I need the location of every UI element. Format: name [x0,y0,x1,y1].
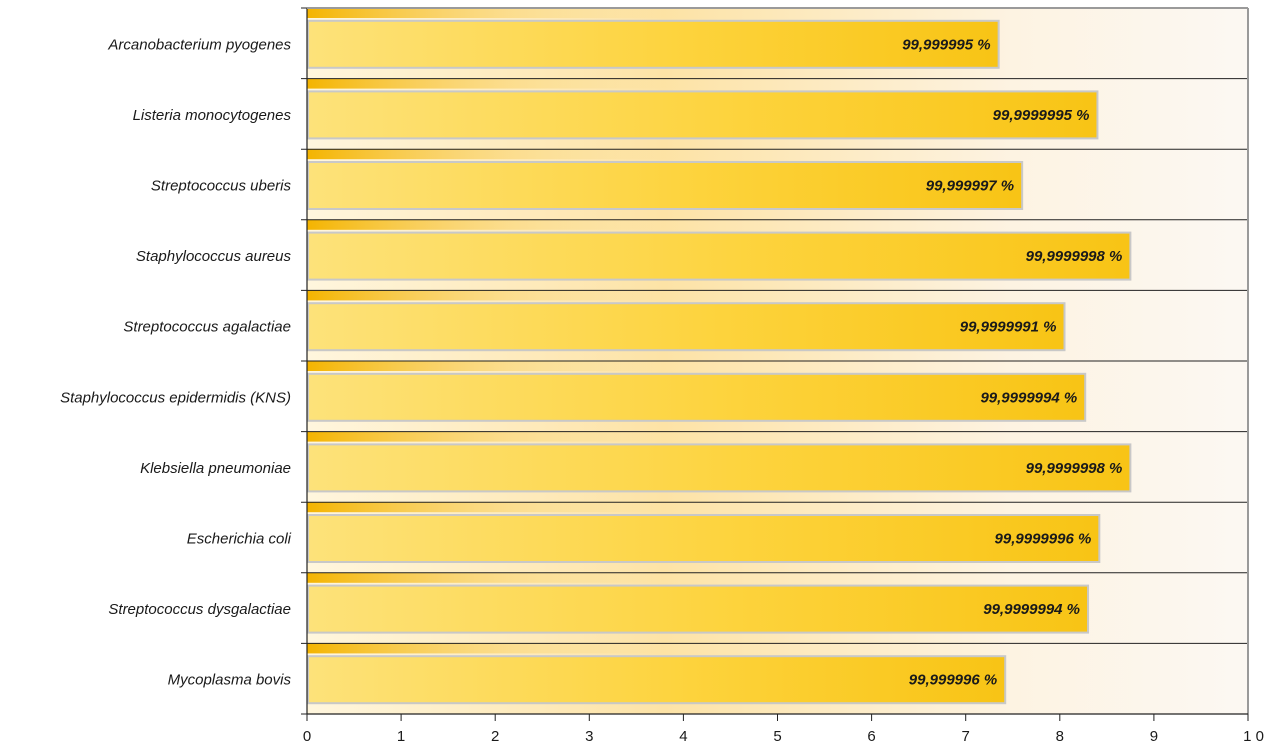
bar-value-label: 99,9999991 % [960,319,1057,336]
bar [307,19,1000,69]
category-strip [307,643,747,654]
bar-value-label: 99,999996 % [909,672,997,689]
category-strip [307,290,747,301]
x-axis-ticks: 0 1 2 3 4 5 6 7 8 9 1 0 [303,714,1264,745]
x-tick-label: 5 [773,728,781,745]
category-strip [307,361,747,371]
x-tick-label: 9 [1150,728,1158,745]
category-separators [301,78,1248,644]
category-strip [307,572,747,583]
x-tick-label: 3 [585,728,593,745]
value-labels: 99,999995 % 99,9999995 % 99,999997 % 99,999… [902,36,1122,688]
x-tick-label: 8 [1056,728,1064,745]
category-label: Listeria monocytogenes [133,107,292,124]
category-strip [307,431,747,442]
x-tick-label: 6 [867,728,875,745]
bars [307,19,1132,705]
category-label: Arcanobacterium pyogenes [107,36,291,53]
x-tick-label: 2 [491,728,499,745]
bar-value-label: 99,9999994 % [983,601,1080,618]
bar [307,302,1066,352]
category-strip [307,219,747,230]
category-strip [307,78,747,89]
x-tick-label: 0 [303,728,311,745]
bar-value-label: 99,999995 % [902,36,990,53]
bar [307,655,1007,705]
x-tick-label: 7 [962,728,970,745]
category-label: Klebsiella pneumoniae [140,460,291,477]
bar [307,514,1101,563]
category-labels: Arcanobacterium pyogenes Listeria monocyt… [60,36,292,688]
bar [307,231,1132,281]
category-label: Staphylococcus aureus [136,248,292,265]
category-strips [307,8,747,654]
x-tick-label: 4 [679,728,687,745]
bar [307,584,1090,634]
bar-value-label: 99,9999994 % [980,389,1077,406]
bar-value-label: 99,9999996 % [995,531,1092,548]
bar-value-label: 99,9999998 % [1026,248,1123,265]
category-strip [307,149,747,160]
category-label: Streptococcus agalactiae [123,319,291,336]
bar [307,90,1099,140]
category-strip [307,502,747,513]
bar-value-label: 99,9999995 % [993,107,1090,124]
x-tick-label: 1 0 [1243,728,1264,745]
bar [307,443,1132,493]
category-label: Mycoplasma bovis [168,672,292,689]
category-label: Escherichia coli [187,531,292,548]
bar-value-label: 99,999997 % [926,178,1014,195]
category-label: Streptococcus uberis [151,178,292,195]
bar-value-label: 99,9999998 % [1026,460,1123,477]
category-strip [307,8,747,18]
x-tick-label: 1 [397,728,405,745]
category-label: Streptococcus dysgalactiae [108,601,291,618]
category-label: Staphylococcus epidermidis (KNS) [60,389,291,406]
bar [307,161,1024,210]
bar [307,372,1087,422]
